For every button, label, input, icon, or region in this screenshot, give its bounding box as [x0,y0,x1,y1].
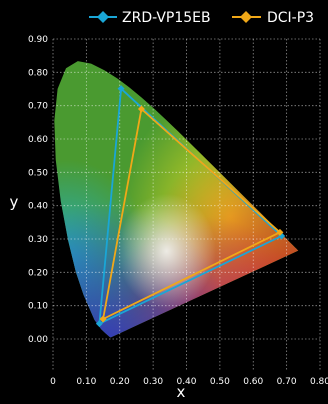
y-tick-label: 0.60 [28,135,48,145]
x-tick-label: 0.80 [310,377,328,387]
gamut-triangles [95,85,286,328]
legend-marker-zrd [97,11,109,23]
y-tick-label: 0.30 [28,235,48,245]
data-point [117,85,125,93]
y-tick-label: 0.70 [28,102,48,112]
x-tick-label: 0.50 [210,377,230,387]
y-tick-label: 0.20 [28,268,48,278]
y-tick-label: 0.90 [28,35,48,45]
grid-lines [52,38,321,370]
y-axis-label: y [10,193,19,211]
y-tick-label: 0.10 [28,302,48,312]
y-tick-label: 0.50 [28,168,48,178]
legend-item-dci: DCI-P3 [232,10,314,26]
data-point [276,228,284,236]
y-tick-labels: 0.00 0.10 0.20 0.30 0.40 0.50 0.60 0.70 0.80 0.90 [28,35,48,345]
cie-locus [54,61,299,338]
x-tick-labels: 0 0.10 0.20 0.30 0.40 0.50 0.60 0.70 0.80 [50,377,328,387]
x-axis-label: x [177,383,186,401]
x-tick-label: 0 [50,377,56,387]
legend-item-zrd: ZRD-VP15EB [89,10,211,26]
legend-label-dci: DCI-P3 [267,10,314,26]
x-tick-label: 0.40 [176,377,196,387]
x-tick-label: 0.20 [110,377,130,387]
y-tick-label: 0.80 [28,68,48,78]
y-tick-label: 0.40 [28,202,48,212]
legend-marker-dci [240,11,252,23]
data-point [99,315,107,323]
x-tick-label: 0.10 [76,377,96,387]
data-point [137,105,145,113]
legend: ZRD-VP15EB DCI-P3 [89,10,314,26]
data-point [95,320,103,328]
x-tick-label: 0.30 [143,377,163,387]
x-tick-label: 0.70 [277,377,297,387]
y-tick-label: 0.00 [28,335,48,345]
legend-label-zrd: ZRD-VP15EB [122,10,211,26]
gamut-triangle-dci [102,108,281,320]
x-tick-label: 0.60 [243,377,263,387]
